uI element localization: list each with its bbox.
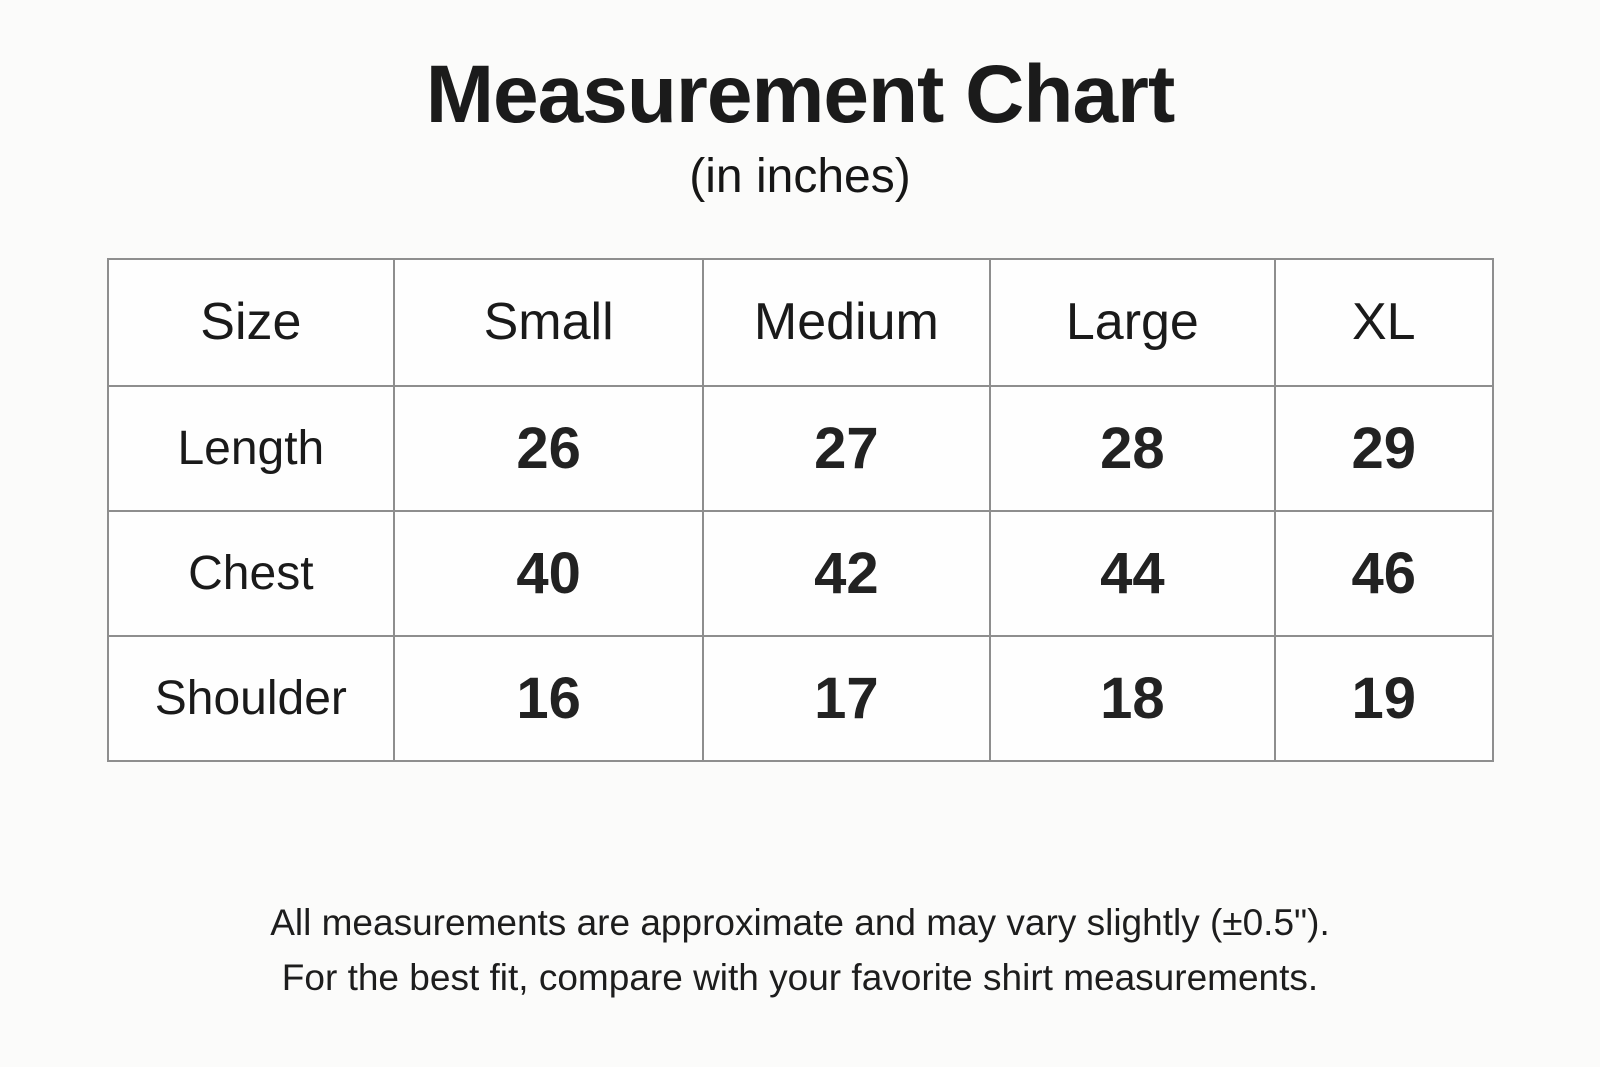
- table-row-chest: Chest 40 42 44 46: [106, 509, 1494, 637]
- row-label-shoulder: Shoulder: [106, 634, 396, 762]
- cell-chest-xl: 46: [1274, 509, 1494, 637]
- cell-chest-medium: 42: [702, 509, 991, 637]
- header-cell-small: Small: [393, 257, 705, 387]
- cell-shoulder-large: 18: [988, 634, 1277, 762]
- header-cell-size: Size: [106, 257, 396, 387]
- table-header-row: Size Small Medium Large XL: [106, 257, 1494, 387]
- cell-length-medium: 27: [702, 384, 991, 512]
- cell-length-xl: 29: [1274, 384, 1494, 512]
- cell-length-large: 28: [988, 384, 1277, 512]
- header-cell-xl: XL: [1274, 257, 1494, 387]
- footer-line-1: All measurements are approximate and may…: [270, 901, 1330, 943]
- header-cell-large: Large: [988, 257, 1277, 387]
- page-title: Measurement Chart: [425, 49, 1176, 140]
- cell-shoulder-small: 16: [393, 634, 705, 762]
- cell-shoulder-medium: 17: [702, 634, 991, 762]
- measurement-table: Size Small Medium Large XL Length 26 27 …: [106, 257, 1494, 762]
- cell-chest-large: 44: [988, 509, 1277, 637]
- footer-line-2: For the best fit, compare with your favo…: [281, 956, 1319, 998]
- table-row-length: Length 26 27 28 29: [106, 384, 1494, 512]
- footer-note: All measurements are approximate and may…: [0, 896, 1600, 1006]
- page-subtitle: (in inches): [689, 150, 911, 204]
- cell-length-small: 26: [393, 384, 705, 512]
- cell-chest-small: 40: [393, 509, 705, 637]
- header-cell-medium: Medium: [702, 257, 991, 387]
- table-row-shoulder: Shoulder 16 17 18 19: [106, 634, 1494, 762]
- row-label-chest: Chest: [106, 509, 396, 637]
- cell-shoulder-xl: 19: [1274, 634, 1494, 762]
- row-label-length: Length: [106, 384, 396, 512]
